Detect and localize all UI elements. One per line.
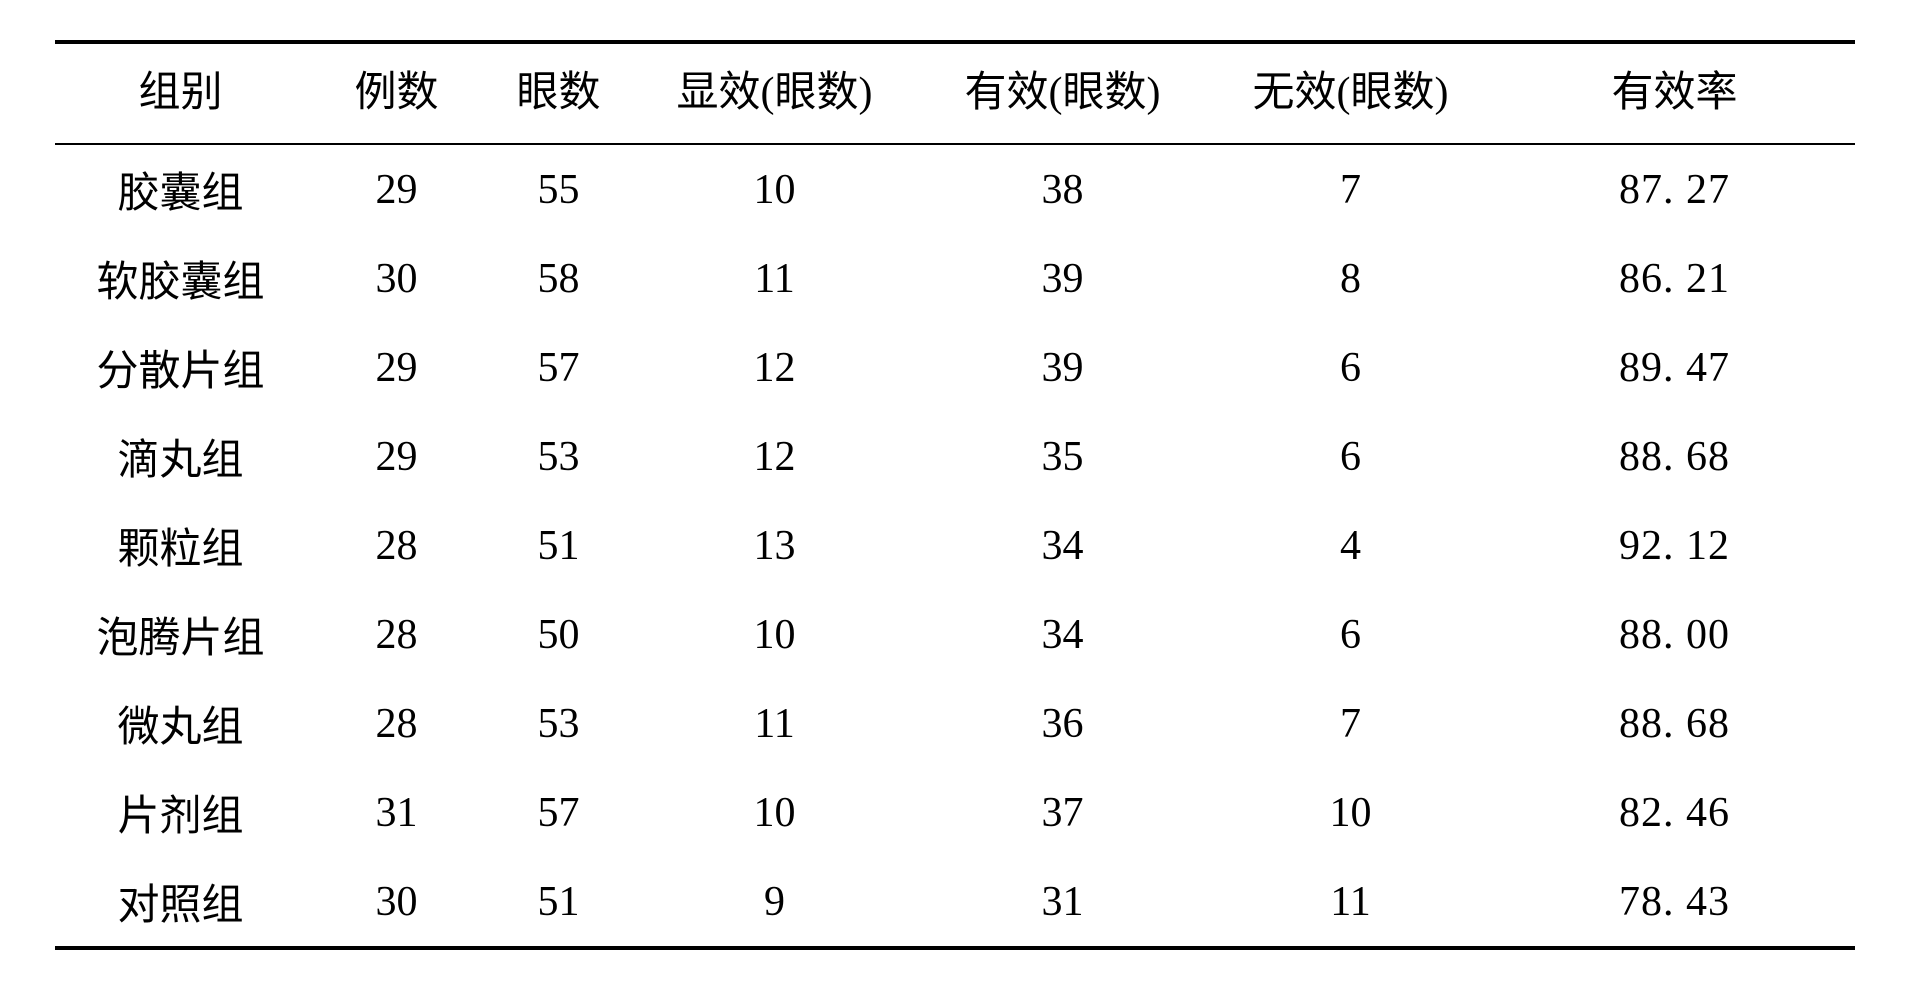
cell-group: 片剂组: [55, 768, 307, 857]
column-header-rate: 有效率: [1495, 42, 1855, 144]
cell-group: 胶囊组: [55, 144, 307, 234]
cell-rate: 89. 47: [1495, 323, 1855, 412]
clinical-results-table-container: 组别 例数 眼数 显效(眼数) 有效(眼数) 无效(眼数) 有效率 胶囊组 29…: [55, 40, 1855, 950]
cell-eyes: 51: [487, 501, 631, 590]
cell-cases: 29: [307, 412, 487, 501]
cell-ineffective: 8: [1207, 234, 1495, 323]
cell-effective: 37: [919, 768, 1207, 857]
cell-eyes: 50: [487, 590, 631, 679]
cell-effective: 34: [919, 501, 1207, 590]
table-row: 软胶囊组 30 58 11 39 8 86. 21: [55, 234, 1855, 323]
cell-marked: 10: [631, 144, 919, 234]
cell-rate: 86. 21: [1495, 234, 1855, 323]
cell-effective: 38: [919, 144, 1207, 234]
cell-eyes: 55: [487, 144, 631, 234]
cell-eyes: 57: [487, 323, 631, 412]
column-header-eyes: 眼数: [487, 42, 631, 144]
cell-marked: 11: [631, 234, 919, 323]
table-body: 胶囊组 29 55 10 38 7 87. 27 软胶囊组 30 58 11 3…: [55, 144, 1855, 948]
table-row: 胶囊组 29 55 10 38 7 87. 27: [55, 144, 1855, 234]
cell-marked: 11: [631, 679, 919, 768]
cell-ineffective: 11: [1207, 857, 1495, 948]
cell-marked: 13: [631, 501, 919, 590]
cell-eyes: 58: [487, 234, 631, 323]
table-row: 分散片组 29 57 12 39 6 89. 47: [55, 323, 1855, 412]
column-header-ineffective: 无效(眼数): [1207, 42, 1495, 144]
table-row: 颗粒组 28 51 13 34 4 92. 12: [55, 501, 1855, 590]
cell-marked: 10: [631, 590, 919, 679]
cell-cases: 30: [307, 234, 487, 323]
cell-cases: 29: [307, 323, 487, 412]
cell-cases: 28: [307, 679, 487, 768]
cell-marked: 9: [631, 857, 919, 948]
cell-rate: 88. 68: [1495, 679, 1855, 768]
cell-cases: 28: [307, 501, 487, 590]
cell-rate: 88. 68: [1495, 412, 1855, 501]
cell-group: 软胶囊组: [55, 234, 307, 323]
table-row: 微丸组 28 53 11 36 7 88. 68: [55, 679, 1855, 768]
cell-ineffective: 7: [1207, 679, 1495, 768]
table-header-row: 组别 例数 眼数 显效(眼数) 有效(眼数) 无效(眼数) 有效率: [55, 42, 1855, 144]
cell-rate: 87. 27: [1495, 144, 1855, 234]
cell-marked: 12: [631, 412, 919, 501]
table-row: 对照组 30 51 9 31 11 78. 43: [55, 857, 1855, 948]
cell-effective: 31: [919, 857, 1207, 948]
cell-group: 滴丸组: [55, 412, 307, 501]
column-header-cases: 例数: [307, 42, 487, 144]
cell-eyes: 53: [487, 679, 631, 768]
clinical-results-table: 组别 例数 眼数 显效(眼数) 有效(眼数) 无效(眼数) 有效率 胶囊组 29…: [55, 40, 1855, 950]
column-header-marked: 显效(眼数): [631, 42, 919, 144]
table-row: 片剂组 31 57 10 37 10 82. 46: [55, 768, 1855, 857]
cell-group: 微丸组: [55, 679, 307, 768]
cell-rate: 92. 12: [1495, 501, 1855, 590]
cell-ineffective: 7: [1207, 144, 1495, 234]
cell-ineffective: 6: [1207, 323, 1495, 412]
column-header-group: 组别: [55, 42, 307, 144]
cell-cases: 30: [307, 857, 487, 948]
cell-cases: 31: [307, 768, 487, 857]
cell-group: 泡腾片组: [55, 590, 307, 679]
cell-marked: 10: [631, 768, 919, 857]
table-row: 泡腾片组 28 50 10 34 6 88. 00: [55, 590, 1855, 679]
cell-rate: 78. 43: [1495, 857, 1855, 948]
column-header-effective: 有效(眼数): [919, 42, 1207, 144]
cell-ineffective: 10: [1207, 768, 1495, 857]
cell-eyes: 57: [487, 768, 631, 857]
cell-group: 对照组: [55, 857, 307, 948]
cell-effective: 34: [919, 590, 1207, 679]
cell-group: 分散片组: [55, 323, 307, 412]
cell-marked: 12: [631, 323, 919, 412]
cell-group: 颗粒组: [55, 501, 307, 590]
cell-eyes: 53: [487, 412, 631, 501]
table-row: 滴丸组 29 53 12 35 6 88. 68: [55, 412, 1855, 501]
cell-ineffective: 6: [1207, 590, 1495, 679]
cell-rate: 88. 00: [1495, 590, 1855, 679]
cell-rate: 82. 46: [1495, 768, 1855, 857]
cell-effective: 39: [919, 323, 1207, 412]
cell-cases: 28: [307, 590, 487, 679]
cell-cases: 29: [307, 144, 487, 234]
cell-effective: 36: [919, 679, 1207, 768]
cell-ineffective: 6: [1207, 412, 1495, 501]
cell-eyes: 51: [487, 857, 631, 948]
cell-ineffective: 4: [1207, 501, 1495, 590]
cell-effective: 35: [919, 412, 1207, 501]
cell-effective: 39: [919, 234, 1207, 323]
